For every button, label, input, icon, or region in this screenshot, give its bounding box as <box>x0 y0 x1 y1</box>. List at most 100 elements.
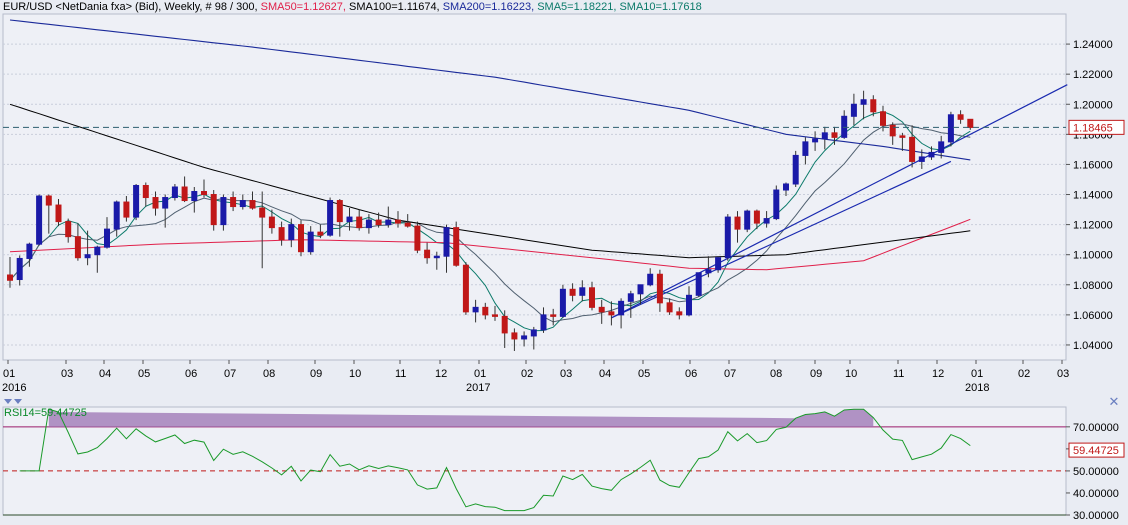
candle-up[interactable] <box>433 255 440 259</box>
candle-down[interactable] <box>424 249 431 259</box>
candle-down[interactable] <box>142 184 149 199</box>
candle-down[interactable] <box>152 197 159 209</box>
candle-up[interactable] <box>947 114 954 143</box>
candle-up[interactable] <box>938 141 945 153</box>
candle-up[interactable] <box>191 191 198 202</box>
candle-down[interactable] <box>482 306 489 316</box>
candle-up[interactable] <box>239 200 246 208</box>
candle-up[interactable] <box>171 186 178 199</box>
candle-up[interactable] <box>763 218 770 224</box>
candle-up[interactable] <box>928 151 935 158</box>
collapse-arrows-icon[interactable] <box>2 398 26 406</box>
candle-down[interactable] <box>967 118 974 128</box>
candle-down[interactable] <box>899 135 906 138</box>
candle-up[interactable] <box>647 273 654 286</box>
candle-up[interactable] <box>346 216 353 223</box>
candle-up[interactable] <box>821 132 828 140</box>
candle-down[interactable] <box>501 315 508 334</box>
candle-down[interactable] <box>404 222 411 227</box>
candle-up[interactable] <box>26 243 33 259</box>
candle-down[interactable] <box>511 332 518 340</box>
candle-up[interactable] <box>705 269 712 274</box>
candle-up[interactable] <box>288 224 295 241</box>
candle-down[interactable] <box>608 311 615 316</box>
candle-down[interactable] <box>550 314 557 317</box>
candle-down[interactable] <box>666 302 673 313</box>
candle-down[interactable] <box>414 225 421 251</box>
candle-up[interactable] <box>695 272 702 296</box>
candle-down[interactable] <box>65 221 72 238</box>
candle-down[interactable] <box>278 227 285 241</box>
candle-down[interactable] <box>676 311 683 316</box>
candle-up[interactable] <box>860 99 867 105</box>
candle-up[interactable] <box>744 210 751 230</box>
candle-up[interactable] <box>327 200 334 236</box>
candle-down[interactable] <box>598 306 605 313</box>
candle-up[interactable] <box>104 228 110 248</box>
candle-up[interactable] <box>812 138 819 143</box>
candle-down[interactable] <box>889 124 896 137</box>
candle-up[interactable] <box>686 294 692 316</box>
candle-down[interactable] <box>492 314 498 317</box>
candle-up[interactable] <box>220 197 227 226</box>
candle-up[interactable] <box>133 184 140 218</box>
price-panel[interactable] <box>2 13 1067 361</box>
candle-down[interactable] <box>957 114 964 120</box>
candle-up[interactable] <box>841 115 848 138</box>
candle-up[interactable] <box>618 300 625 316</box>
candle-up[interactable] <box>36 195 43 245</box>
candle-down[interactable] <box>589 287 595 308</box>
candle-down[interactable] <box>336 200 343 223</box>
candle-down[interactable] <box>317 231 324 236</box>
candle-down[interactable] <box>909 136 916 162</box>
candle-down[interactable] <box>656 273 663 304</box>
candle-up[interactable] <box>918 156 925 162</box>
candle-down[interactable] <box>201 191 207 196</box>
candle-down[interactable] <box>734 216 741 230</box>
candle-up[interactable] <box>94 246 101 256</box>
candle-up[interactable] <box>472 306 479 313</box>
candle-down[interactable] <box>298 224 304 253</box>
candle-up[interactable] <box>792 154 799 185</box>
candle-up[interactable] <box>162 197 169 209</box>
candle-up[interactable] <box>579 287 586 296</box>
candle-up[interactable] <box>365 219 372 229</box>
candle-down[interactable] <box>55 204 62 223</box>
candle-down[interactable] <box>453 227 460 266</box>
candle-down[interactable] <box>123 201 130 218</box>
candle-down[interactable] <box>268 216 275 229</box>
candle-up[interactable] <box>559 288 566 317</box>
candle-down[interactable] <box>7 274 13 281</box>
candle-down[interactable] <box>45 195 52 206</box>
candle-up[interactable] <box>385 219 392 226</box>
candle-down[interactable] <box>831 132 838 138</box>
candle-up[interactable] <box>724 216 731 259</box>
candle-down[interactable] <box>462 264 469 313</box>
candle-down[interactable] <box>375 219 382 226</box>
candle-down[interactable] <box>356 216 363 229</box>
candle-up[interactable] <box>443 227 450 257</box>
candle-down[interactable] <box>753 210 760 224</box>
candle-down[interactable] <box>74 236 81 259</box>
candle-up[interactable] <box>637 284 644 295</box>
candle-up[interactable] <box>802 141 809 156</box>
candle-down[interactable] <box>249 200 256 209</box>
candle-down[interactable] <box>870 99 877 113</box>
candle-up[interactable] <box>850 103 857 117</box>
candle-up[interactable] <box>530 329 537 337</box>
candle-down[interactable] <box>210 194 217 226</box>
candle-up[interactable] <box>113 201 120 230</box>
candle-down[interactable] <box>259 207 266 218</box>
candle-up[interactable] <box>773 189 780 220</box>
candle-down[interactable] <box>880 111 886 126</box>
candle-up[interactable] <box>16 257 23 281</box>
candle-down[interactable] <box>569 288 576 296</box>
candle-down[interactable] <box>230 197 237 208</box>
candle-up[interactable] <box>307 231 314 253</box>
candle-down[interactable] <box>395 219 401 224</box>
candle-up[interactable] <box>84 254 91 259</box>
candle-down[interactable] <box>181 186 188 202</box>
candle-up[interactable] <box>783 183 789 191</box>
candle-up[interactable] <box>521 335 528 340</box>
